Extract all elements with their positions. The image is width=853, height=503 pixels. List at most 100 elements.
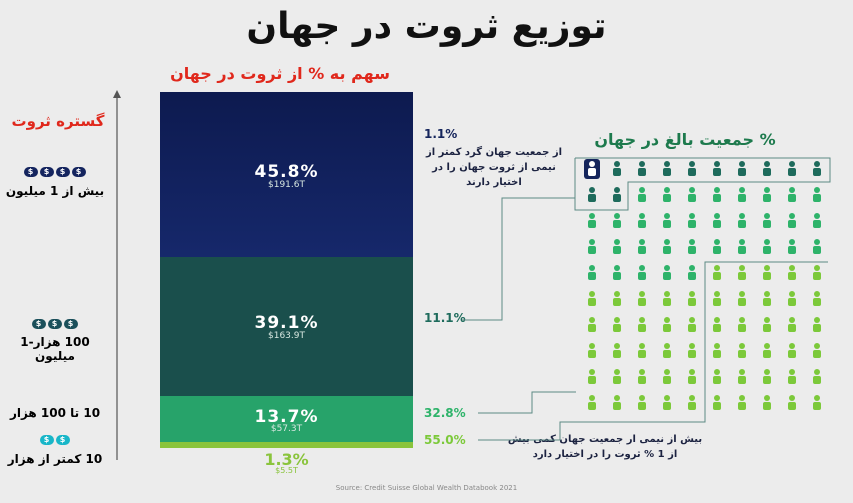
note-top-population: از جمعیت جهان گرد کمتر از نیمی از ثروت ج… (425, 147, 563, 188)
person-icon (713, 369, 721, 384)
wealth-share-title: سهم به % از ثروت در جهان (170, 64, 390, 83)
adult-population-title: % جمعیت بالغ در جهان (594, 130, 776, 149)
person-icon (638, 187, 646, 202)
money-icon: $ (32, 319, 46, 329)
person-icon (613, 187, 621, 202)
money-icon: $ (56, 435, 70, 445)
segment-percent-label: 13.7% (254, 407, 319, 427)
person-icon (738, 213, 746, 228)
person-icon (813, 291, 821, 306)
money-icons-second: $ $ $ (0, 316, 110, 329)
population-percent-over-1m: 1.1% (424, 127, 458, 141)
person-icon (738, 161, 746, 176)
person-icon (763, 239, 771, 254)
person-icon (788, 317, 796, 332)
person-icon (763, 395, 771, 410)
money-icons-third: $ $ (0, 432, 110, 445)
person-icon (613, 317, 621, 332)
person-icon (813, 343, 821, 358)
person-icon (813, 213, 821, 228)
person-icon (688, 291, 696, 306)
person-icon (663, 265, 671, 280)
person-icon (788, 291, 796, 306)
person-icon (813, 187, 821, 202)
range-label-100k-1m: 100 هزار-1 میلیون (20, 335, 90, 363)
person-icon (738, 317, 746, 332)
note-bottom-population: بیش از نیمی ار جمعیت جهان کمی بیش از 1 %… (507, 434, 703, 460)
person-icon (713, 187, 721, 202)
person-icon (738, 343, 746, 358)
bar-segment-under-10k (160, 442, 413, 448)
person-icon (663, 343, 671, 358)
person-icon (663, 291, 671, 306)
population-percent-10k-100k: 32.8% (424, 406, 466, 420)
person-icon (588, 395, 596, 410)
segment-percent-label: 45.8% (254, 162, 319, 182)
person-icon (588, 317, 596, 332)
person-icon (663, 161, 671, 176)
source-note: Source: Credit Suisse Global Wealth Data… (335, 484, 518, 492)
segment-amount-label: $163.9T (268, 331, 305, 341)
money-icons-top: $ $ $ $ (0, 164, 110, 177)
person-icon (763, 369, 771, 384)
person-icon (688, 161, 696, 176)
bar-segment-100k-1m: 39.1% $163.9T (160, 257, 413, 396)
person-icon (663, 213, 671, 228)
segment-amount-label: $191.6T (268, 180, 305, 190)
person-icon (588, 239, 596, 254)
person-icon (813, 265, 821, 280)
person-icon (813, 395, 821, 410)
person-icon (663, 239, 671, 254)
person-icon (813, 161, 821, 176)
person-icon (788, 239, 796, 254)
person-icon (663, 317, 671, 332)
money-icon: $ (24, 167, 38, 177)
person-icon (688, 343, 696, 358)
money-icon: $ (56, 167, 70, 177)
person-icon (588, 265, 596, 280)
person-icon (638, 395, 646, 410)
person-icon (588, 343, 596, 358)
population-percent-100k-1m: 11.1% (424, 311, 466, 325)
person-icon (763, 343, 771, 358)
person-icon (713, 317, 721, 332)
person-icon (788, 395, 796, 410)
person-icon (688, 265, 696, 280)
person-icon (713, 395, 721, 410)
person-icon (738, 369, 746, 384)
range-label-under-10k: 10 کمتر از هزار (7, 452, 103, 466)
person-icon (713, 239, 721, 254)
person-icon (738, 187, 746, 202)
chart-title: توزیع ثروت در جهان (246, 6, 607, 47)
person-icon (663, 187, 671, 202)
person-icon (588, 291, 596, 306)
person-icon (763, 161, 771, 176)
population-percent-under-10k: 55.0% (424, 433, 466, 447)
person-icon (813, 369, 821, 384)
person-icon (588, 213, 596, 228)
range-label-10k-100k: 10 تا 100 هزار (9, 406, 101, 420)
person-icon (613, 265, 621, 280)
person-icon (763, 317, 771, 332)
person-icon (613, 239, 621, 254)
population-pictogram (580, 158, 830, 428)
person-icon (688, 395, 696, 410)
person-icon (713, 265, 721, 280)
person-icon (763, 265, 771, 280)
person-icon (738, 395, 746, 410)
person-icon (738, 265, 746, 280)
person-icon (663, 369, 671, 384)
person-icon (813, 317, 821, 332)
person-icon (688, 369, 696, 384)
pictogram-svg (584, 159, 821, 410)
wealth-axis-arrow (113, 90, 121, 460)
money-icon: $ (64, 319, 78, 329)
person-icon (613, 213, 621, 228)
person-icon (713, 343, 721, 358)
person-icon (638, 291, 646, 306)
person-icon (688, 187, 696, 202)
wealth-range-title: گستره ثروت (11, 112, 105, 130)
person-icon (688, 213, 696, 228)
person-icon (763, 213, 771, 228)
